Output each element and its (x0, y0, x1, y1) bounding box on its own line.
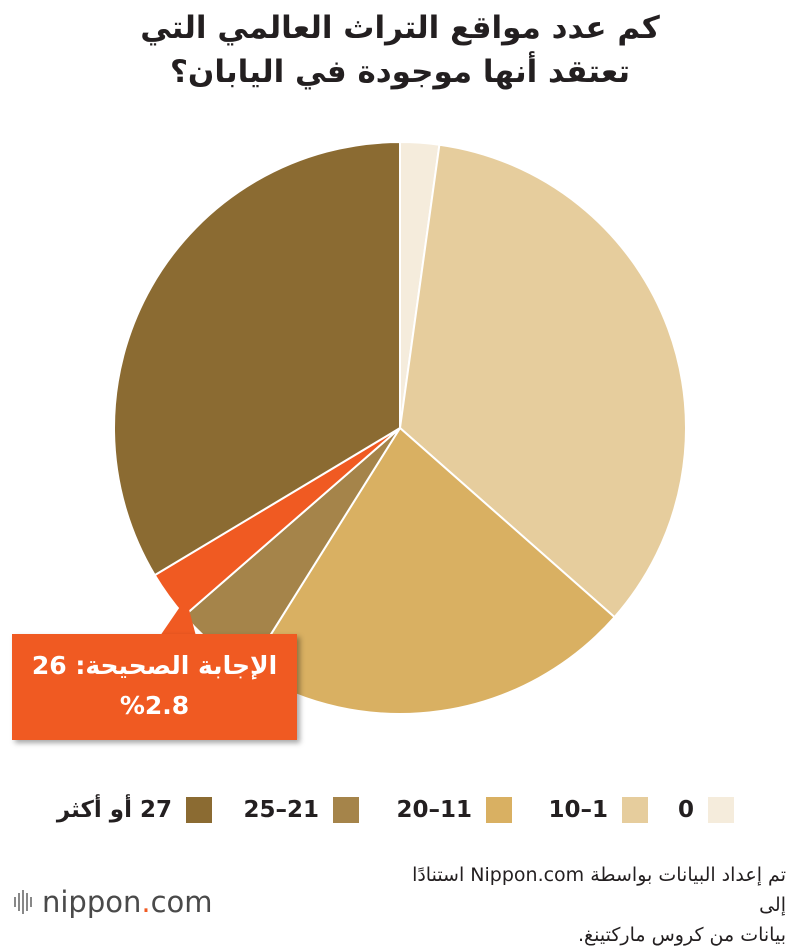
correct-answer-callout: الإجابة الصحيحة: 26 %2.8 (12, 634, 297, 740)
legend-item-1-10: 1–10 (548, 788, 648, 832)
legend-label-27-plus: 27 أو أكثر (56, 797, 172, 823)
nippon-logo: nippon. com (14, 880, 213, 924)
logo-dot: . (141, 885, 151, 919)
legend-item-21-25: 21–25 (243, 788, 359, 832)
legend-item-0: 0 (678, 788, 734, 832)
title-line-2: تعتقد أنها موجودة في اليابان؟ (169, 54, 631, 90)
legend: 0 1–10 11–20 21–25 27 أو أكثر (0, 788, 800, 832)
pie-slices (112, 141, 687, 715)
legend-item-27-plus: 27 أو أكثر (57, 788, 212, 832)
legend-label-0: 0 (677, 797, 694, 823)
pie-slice-1 (399, 143, 687, 619)
logo-text-main: nippon (42, 885, 142, 919)
source-line-2: بيانات من كروس ماركتينغ. (578, 924, 786, 946)
logo-bars-icon (14, 890, 34, 914)
legend-swatch-21-25 (333, 797, 359, 823)
legend-item-11-20: 11–20 (396, 788, 512, 832)
legend-swatch-27-plus (186, 797, 212, 823)
callout-percent-text: %2.8 (119, 691, 190, 720)
legend-swatch-1-10 (622, 797, 648, 823)
callout-pointer (160, 598, 196, 636)
legend-label-1-10: 1–10 (548, 797, 608, 823)
title-line-1: كم عدد مواقع التراث العالمي التي (140, 10, 660, 46)
source-note: تم إعداد البيانات بواسطة Nippon.com استن… (386, 860, 786, 950)
legend-swatch-0 (708, 797, 734, 823)
source-line-1: تم إعداد البيانات بواسطة Nippon.com استن… (412, 864, 786, 916)
legend-swatch-11-20 (486, 797, 512, 823)
chart-title: كم عدد مواقع التراث العالمي التي تعتقد أ… (0, 6, 800, 94)
callout-answer-text: الإجابة الصحيحة: 26 (31, 651, 278, 680)
legend-label-11-20: 11–20 (396, 797, 472, 823)
logo-text-suffix: com (150, 885, 213, 919)
pie-slice-5 (112, 141, 401, 577)
legend-label-21-25: 21–25 (243, 797, 319, 823)
